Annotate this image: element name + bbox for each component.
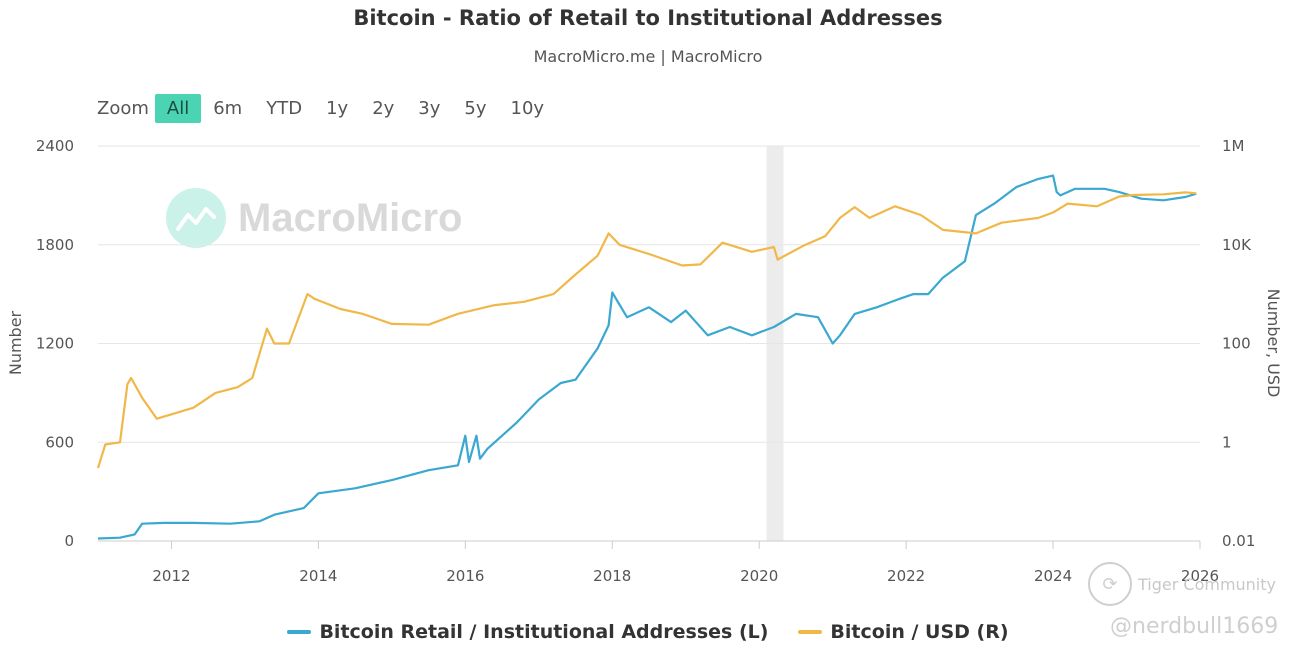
zoom-button-5y[interactable]: 5y xyxy=(464,97,487,119)
author-handle: @nerdbull1669 xyxy=(1110,614,1279,639)
zoom-button-1y[interactable]: 1y xyxy=(326,97,349,119)
watermark-text: MacroMicro xyxy=(238,195,463,240)
left-axis-tick-label: 1200 xyxy=(36,335,74,353)
x-axis-tick-label: 2014 xyxy=(299,567,337,585)
series-line-retail-ratio xyxy=(97,174,1197,540)
legend-swatch-price xyxy=(798,630,823,634)
right-axis-title: Number, USD xyxy=(1264,289,1283,398)
zoom-button-6m[interactable]: 6m xyxy=(213,97,243,119)
left-axis-tick-label: 600 xyxy=(45,433,74,451)
right-axis-tick-label: 1 xyxy=(1222,433,1232,451)
right-axis-tick-label: 10K xyxy=(1222,236,1252,254)
zoom-button-3y[interactable]: 3y xyxy=(418,97,441,119)
zoom-button-ytd[interactable]: YTD xyxy=(266,97,303,119)
left-axis-title: Number xyxy=(6,310,25,375)
legend-label-price: Bitcoin / USD (R) xyxy=(830,621,1009,643)
right-axis-tick-label: 1M xyxy=(1222,137,1245,155)
legend-item-price[interactable]: Bitcoin / USD (R) xyxy=(798,621,1009,643)
x-axis-tick-label: 2024 xyxy=(1034,567,1072,585)
legend-item-retail[interactable]: Bitcoin Retail / Institutional Addresses… xyxy=(287,621,768,643)
tiger-community-watermark: ⟳ Tiger Community xyxy=(1088,562,1276,606)
x-axis-tick-label: 2020 xyxy=(740,567,778,585)
zoom-label: Zoom xyxy=(97,97,149,119)
x-axis-tick-label: 2012 xyxy=(152,567,190,585)
zoom-button-10y[interactable]: 10y xyxy=(510,97,545,119)
left-axis-tick-label: 0 xyxy=(64,532,74,550)
chart-title: Bitcoin - Ratio of Retail to Institution… xyxy=(353,6,943,30)
legend-label-retail: Bitcoin Retail / Institutional Addresses… xyxy=(319,621,769,643)
right-axis-tick-label: 0.01 xyxy=(1222,532,1255,550)
zoom-button-all[interactable]: All xyxy=(154,93,202,123)
x-axis-tick-label: 2018 xyxy=(593,567,631,585)
zoom-toolbar: Zoom All 6m YTD 1y 2y 3y 5y 10y xyxy=(97,91,556,125)
right-axis-tick-label: 100 xyxy=(1222,335,1251,353)
macromicro-watermark: MacroMicro xyxy=(166,188,463,248)
tiger-logo-icon: ⟳ xyxy=(1088,562,1132,606)
chart-subtitle: MacroMicro.me | MacroMicro xyxy=(533,47,763,66)
left-axis-tick-label: 1800 xyxy=(36,236,74,254)
series-line-btc-usd xyxy=(96,191,1197,469)
zoom-button-2y[interactable]: 2y xyxy=(372,97,395,119)
x-axis-tick-label: 2022 xyxy=(887,567,925,585)
chart-legend: Bitcoin Retail / Institutional Addresses… xyxy=(0,621,1296,643)
macromicro-logo-icon xyxy=(166,188,226,248)
legend-swatch-retail xyxy=(287,630,312,634)
left-axis-tick-label: 2400 xyxy=(36,137,74,155)
x-axis-tick-label: 2026 xyxy=(1181,567,1219,585)
tiger-community-text: Tiger Community xyxy=(1138,574,1276,594)
x-axis-tick-label: 2016 xyxy=(446,567,484,585)
